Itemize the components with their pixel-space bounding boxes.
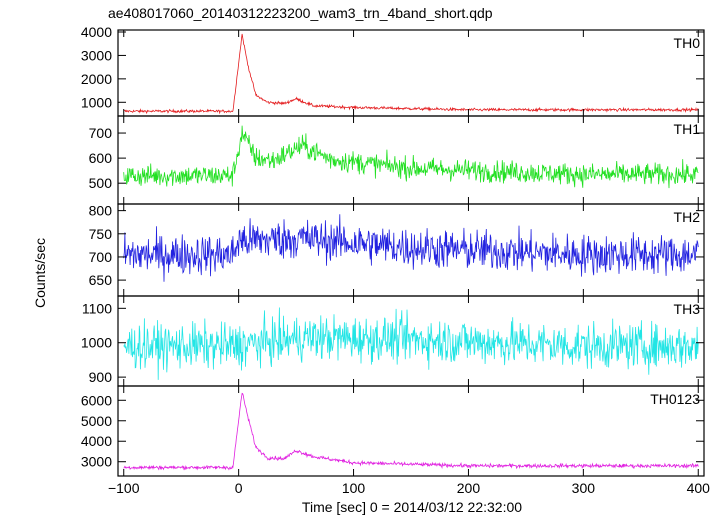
panel-label: TH3 <box>674 301 701 317</box>
x-tick-label: 100 <box>342 480 366 496</box>
y-tick-label: 900 <box>89 369 113 385</box>
panel-label: TH1 <box>674 121 701 137</box>
y-tick-label: 3000 <box>81 454 112 470</box>
y-tick-label: 3000 <box>81 47 112 63</box>
panels-group: 1000 2000 3000 4000 TH0 500 600 700 TH1 650 700 750… <box>81 24 705 477</box>
series-th2 <box>123 214 699 282</box>
x-tick-label: 400 <box>687 480 711 496</box>
series-th3 <box>123 307 699 380</box>
panel-frame <box>117 29 705 117</box>
y-tick-label: 700 <box>89 249 113 265</box>
panel-th3: 900 1000 1100 TH3 <box>81 295 705 387</box>
y-tick-label: 2000 <box>81 71 112 87</box>
y-tick-label: 800 <box>89 203 113 219</box>
y-tick-label: 600 <box>89 150 113 166</box>
y-tick-label: 650 <box>89 272 113 288</box>
panel-label: TH0 <box>674 35 701 51</box>
y-tick-label: 6000 <box>81 392 112 408</box>
panel-th2: 650 700 750 800 TH2 <box>89 203 705 297</box>
chart-title: ae408017060_20140312223200_wam3_trn_4ban… <box>108 5 493 21</box>
x-tick-label: 0 <box>235 480 243 496</box>
y-axis-label: Counts/sec <box>32 238 48 308</box>
panel-frame <box>117 385 705 477</box>
series-th1 <box>123 125 699 189</box>
panel-label: TH2 <box>674 209 701 225</box>
panel-th0: 1000 2000 3000 4000 TH0 <box>81 24 705 117</box>
x-tick-label: −100 <box>108 480 140 496</box>
panel-label: TH0123 <box>650 391 700 407</box>
series-th0 <box>123 33 699 115</box>
y-tick-label: 1000 <box>81 335 112 351</box>
y-tick-label: 4000 <box>81 24 112 40</box>
panel-frame <box>117 115 705 205</box>
y-tick-label: 5000 <box>81 413 112 429</box>
x-tick-label: 300 <box>572 480 596 496</box>
y-tick-label: 1100 <box>82 300 112 316</box>
y-tick-label: 500 <box>89 175 113 191</box>
panel-th1: 500 600 700 TH1 <box>89 115 705 205</box>
y-tick-label: 1000 <box>81 94 112 110</box>
y-tick-label: 750 <box>89 226 113 242</box>
y-tick-label: 4000 <box>81 433 112 449</box>
series-th0123 <box>123 392 699 471</box>
panel-th0123: 3000 4000 5000 6000 TH0123 <box>81 385 705 477</box>
x-axis-label: Time [sec] 0 = 2014/03/12 22:32:00 <box>302 499 522 515</box>
y-tick-label: 700 <box>89 125 113 141</box>
x-tick-label: 200 <box>457 480 481 496</box>
x-axis: −100 0 100 200 300 400 <box>108 480 710 496</box>
